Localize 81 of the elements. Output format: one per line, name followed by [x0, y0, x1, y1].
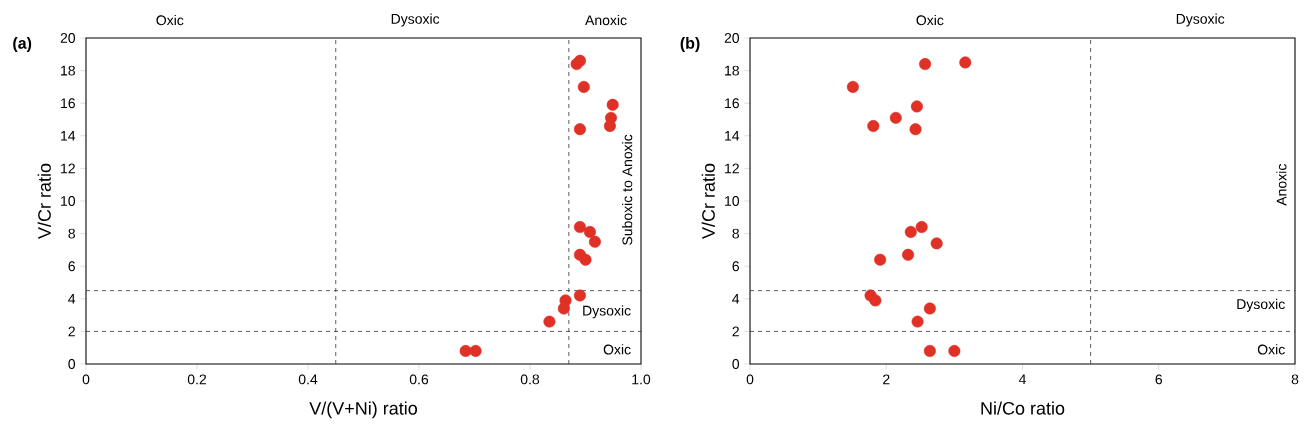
annotation: Suboxic to Anoxic [622, 134, 633, 245]
point [915, 221, 928, 234]
x-axis-title: Ni/Co ratio [981, 401, 1065, 415]
chart-title: (a) [13, 37, 32, 52]
point [588, 235, 601, 248]
point [889, 111, 902, 124]
y-tick-label: 16 [61, 98, 75, 109]
text: Anoxic [585, 14, 627, 26]
point [902, 248, 915, 261]
chart-title: (b) [680, 37, 700, 52]
y-axis-title: V/Cr ratio [701, 163, 715, 239]
point [459, 344, 472, 357]
annotation: Dysoxic [1237, 298, 1285, 312]
y-tick-label: 12 [725, 163, 739, 174]
y-tick-label: 0 [732, 359, 740, 369]
x-tick-label: 6 [1155, 374, 1163, 385]
y-tick-label: 14 [61, 131, 76, 141]
x-axis-title: V/(V+Ni) ratio [309, 401, 417, 419]
point [948, 344, 961, 357]
x-tick-label: 0 [746, 374, 754, 385]
x-tick-label: 0.2 [187, 374, 207, 385]
x-tick-label: 0.8 [520, 374, 540, 385]
x-tick-label: 1.0 [632, 374, 651, 385]
point [923, 302, 936, 315]
point [930, 237, 943, 250]
point [846, 80, 859, 93]
y-tick-label: 6 [68, 261, 75, 272]
x-tick-label: 4 [1018, 374, 1026, 385]
y-tick-label: 6 [732, 261, 739, 272]
point [577, 80, 590, 93]
y-tick-label: 0 [68, 359, 76, 369]
point [904, 225, 917, 238]
x-tick-label: 8 [1291, 374, 1299, 385]
y-tick-label: 8 [732, 228, 739, 239]
annotation: Anoxic [1276, 164, 1287, 206]
y-tick-label: 4 [732, 294, 740, 304]
y-tick-label: 2 [732, 326, 739, 337]
y-tick-label: 20 [724, 33, 740, 43]
point [923, 344, 936, 357]
point [573, 123, 586, 136]
point [867, 120, 880, 133]
point [557, 302, 570, 315]
x-tick-label: 0.6 [409, 374, 429, 385]
point [911, 315, 924, 328]
point [573, 221, 586, 234]
y-tick-label: 2 [68, 326, 75, 337]
point [606, 98, 619, 111]
point [874, 253, 887, 266]
y-tick-label: 18 [61, 65, 75, 76]
y-tick-label: 18 [725, 65, 739, 76]
point [573, 289, 586, 302]
y-axis-title: V/Cr ratio [37, 163, 51, 239]
x-tick-label: 2 [883, 374, 890, 385]
point [579, 253, 592, 266]
point [573, 54, 586, 67]
point [469, 344, 482, 357]
y-tick-label: 20 [60, 33, 76, 43]
point [909, 123, 922, 136]
annotation: Oxic [1257, 344, 1285, 355]
x-tick-label: 0.4 [298, 374, 318, 385]
annotation: Dysoxic [583, 305, 631, 319]
y-tick-label: 14 [725, 131, 740, 141]
y-tick-label: 4 [68, 294, 76, 304]
y-tick-label: 8 [68, 228, 75, 239]
point [910, 100, 923, 113]
text: Dysoxic [1176, 13, 1225, 27]
point [583, 225, 596, 238]
x-tick-label: 0 [82, 374, 90, 385]
point [603, 120, 616, 133]
point [919, 58, 932, 71]
y-tick-label: 12 [61, 163, 75, 174]
text: Dysoxic [391, 13, 440, 27]
annotation: Oxic [603, 344, 631, 355]
y-tick-label: 16 [725, 98, 739, 109]
point [869, 294, 882, 307]
text: Oxic [156, 14, 184, 26]
point [543, 315, 556, 328]
point [959, 56, 972, 69]
text: Oxic [916, 14, 944, 26]
y-tick-label: 10 [725, 196, 740, 206]
y-tick-label: 10 [61, 196, 76, 206]
